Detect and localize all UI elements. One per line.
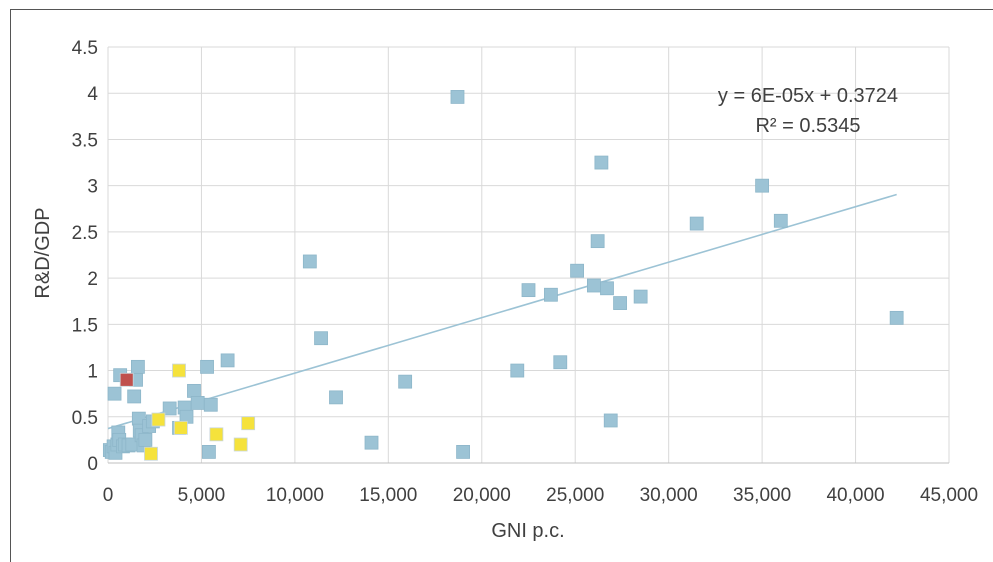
x-tick-label: 5,000 bbox=[178, 485, 226, 506]
points-layer bbox=[102, 90, 904, 461]
x-tick-label: 45,000 bbox=[920, 485, 978, 506]
data-point bbox=[144, 446, 158, 461]
data-point bbox=[456, 445, 470, 459]
data-point bbox=[162, 401, 177, 416]
data-point bbox=[329, 390, 343, 405]
y-tick-label: 1.5 bbox=[72, 315, 98, 336]
x-tick-label: 20,000 bbox=[453, 485, 511, 506]
data-point bbox=[220, 353, 235, 368]
data-point bbox=[510, 363, 525, 378]
data-point bbox=[302, 254, 317, 269]
data-point bbox=[127, 389, 142, 404]
data-point bbox=[203, 397, 218, 412]
grid-layer bbox=[107, 46, 950, 464]
data-point bbox=[544, 287, 558, 302]
data-point bbox=[202, 445, 216, 459]
data-point bbox=[119, 372, 134, 387]
data-point bbox=[633, 289, 648, 304]
x-tick-label: 30,000 bbox=[640, 485, 698, 506]
x-tick-label: 0 bbox=[103, 485, 114, 506]
x-tick-label: 35,000 bbox=[733, 485, 791, 506]
trendline-layer bbox=[107, 193, 897, 430]
data-point bbox=[107, 386, 122, 401]
data-point bbox=[138, 432, 153, 447]
trendline bbox=[107, 193, 897, 430]
trendline-equation: y = 6E-05x + 0.3724 bbox=[718, 85, 898, 107]
data-point bbox=[200, 359, 214, 374]
y-tick-label: 3 bbox=[87, 177, 98, 198]
y-axis-title: R&D/GDP bbox=[32, 207, 54, 298]
y-tick-label: 0 bbox=[87, 454, 98, 475]
data-point bbox=[587, 278, 601, 293]
data-point bbox=[398, 374, 413, 389]
data-point bbox=[521, 283, 536, 298]
data-point bbox=[590, 234, 605, 249]
data-point bbox=[233, 437, 248, 452]
data-point bbox=[570, 263, 584, 278]
data-point bbox=[190, 396, 205, 410]
x-tick-label: 40,000 bbox=[826, 485, 884, 506]
data-point bbox=[172, 363, 186, 378]
y-tick-label: 1 bbox=[87, 362, 98, 383]
data-point bbox=[187, 383, 201, 398]
x-tick-label: 25,000 bbox=[546, 485, 604, 506]
y-tick-label: 4 bbox=[87, 84, 98, 105]
data-point bbox=[889, 310, 904, 325]
y-tick-label: 4.5 bbox=[72, 38, 98, 59]
data-point bbox=[364, 435, 379, 450]
data-point bbox=[689, 216, 704, 231]
data-point bbox=[450, 90, 465, 104]
y-tick-label: 2 bbox=[87, 269, 98, 290]
chart-frame bbox=[10, 9, 993, 562]
x-tick-label: 15,000 bbox=[359, 485, 417, 506]
x-tick-label: 10,000 bbox=[266, 485, 324, 506]
data-point bbox=[613, 296, 627, 310]
trendline-r-squared: R² = 0.5345 bbox=[755, 115, 860, 137]
data-point bbox=[151, 412, 166, 427]
y-tick-label: 0.5 bbox=[72, 408, 98, 429]
data-point bbox=[553, 355, 568, 370]
y-tick-label: 2.5 bbox=[72, 223, 98, 244]
data-point bbox=[209, 427, 224, 442]
data-point bbox=[131, 359, 145, 374]
x-axis-title: GNI p.c. bbox=[491, 520, 564, 542]
data-point bbox=[773, 213, 788, 228]
y-tick-label: 3.5 bbox=[72, 130, 98, 151]
data-point bbox=[241, 416, 256, 431]
data-point bbox=[594, 155, 609, 170]
tick-labels-layer: 0 5,000 10,000 15,000 20,000 25,000 30,000 35,0… bbox=[72, 38, 978, 506]
data-point bbox=[603, 413, 618, 428]
data-point bbox=[600, 281, 614, 296]
data-point bbox=[755, 178, 770, 193]
data-point bbox=[314, 331, 328, 346]
data-point bbox=[173, 420, 188, 435]
